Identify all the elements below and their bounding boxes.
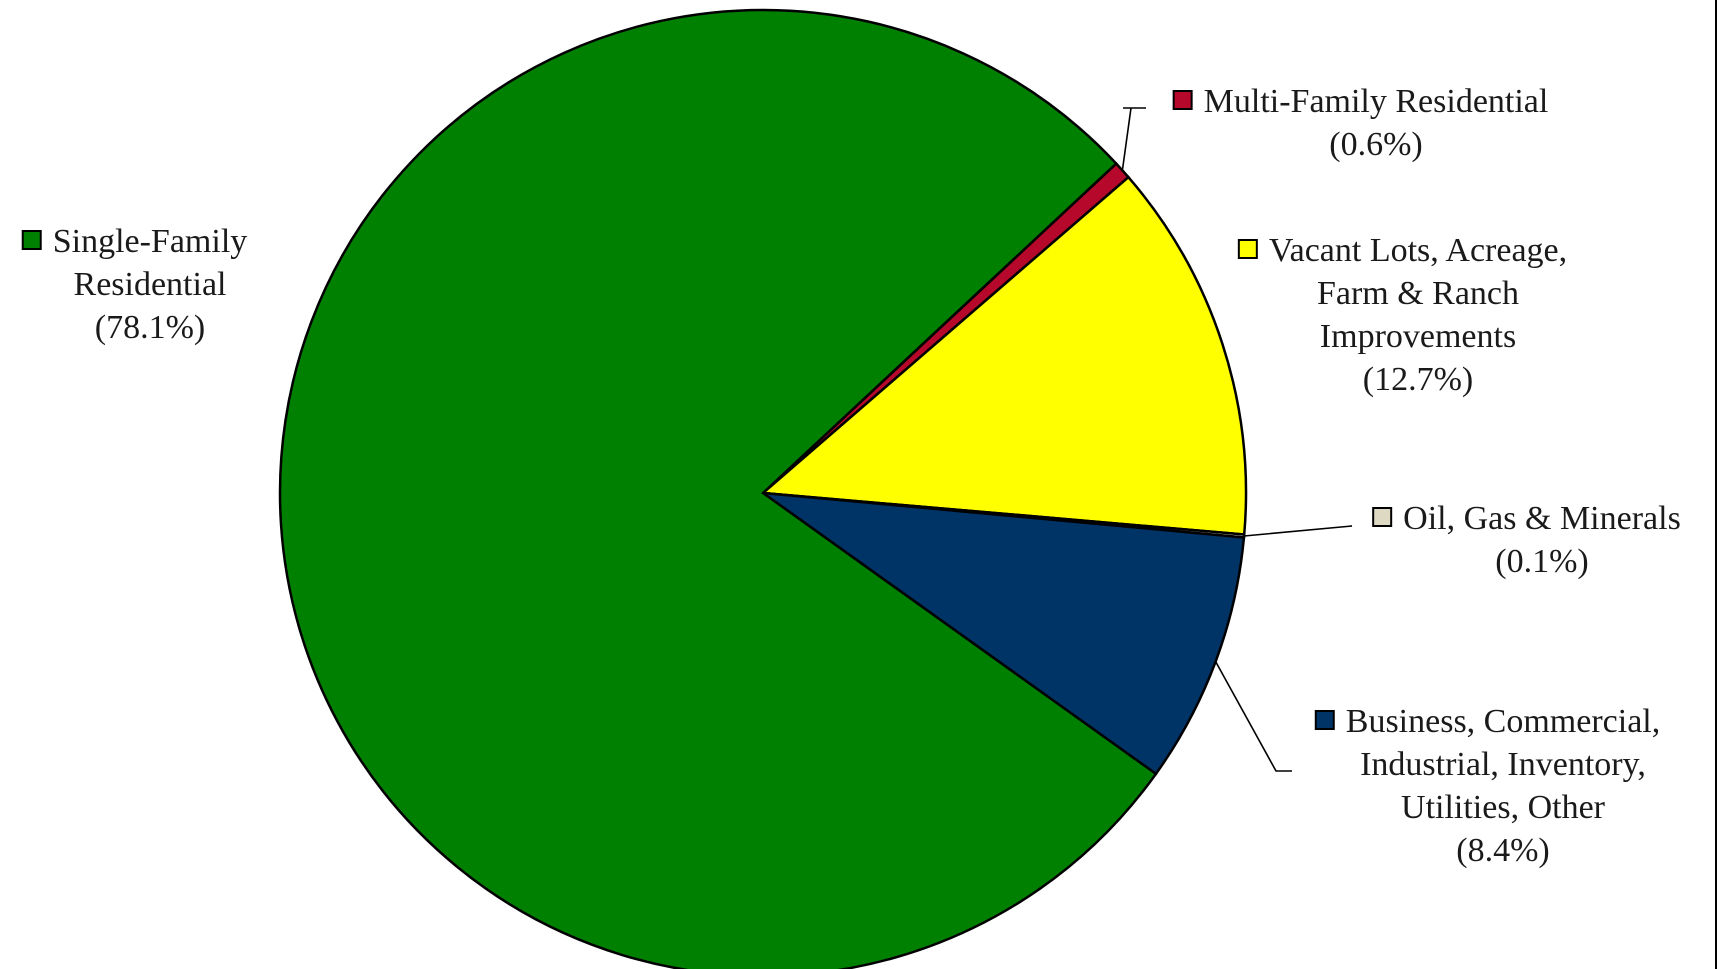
slice-name-label: Business, Commercial, [1346, 703, 1660, 740]
pie-slice-vacant-lots [759, 175, 1248, 536]
legend-swatch-single-family [21, 230, 42, 250]
pie-slices [278, 8, 1248, 969]
slice-labels: Multi-Family Residential (0.6%) Vacant Lot… [21, 83, 1681, 869]
slice-value-label: (0.1%) [1495, 543, 1588, 580]
slice-name-label: Multi-Family Residential [1204, 83, 1549, 120]
legend-swatch-vacant-lots [1237, 239, 1258, 259]
slice-name-label: Improvements [1320, 318, 1516, 355]
slice-name-label: Residential [74, 266, 227, 303]
leader-lines [1121, 107, 1353, 772]
slice-value-label: (12.7%) [1363, 361, 1473, 398]
slice-name-label: Utilities, Other [1401, 789, 1606, 826]
slice-name-label: Industrial, Inventory, [1360, 746, 1646, 783]
leader-line-multi-family [1121, 107, 1146, 171]
slice-label-vacant-lots: Vacant Lots, Acreage, Farm & Ranch Improve… [1237, 232, 1567, 398]
slice-value-label: (78.1%) [95, 309, 205, 346]
slice-name-label: Oil, Gas & Minerals [1403, 500, 1681, 537]
leader-line-oil-gas-minerals [1244, 525, 1353, 537]
legend-swatch-business-commercial [1314, 710, 1335, 730]
slice-label-single-family: Single-Family Residential (78.1%) [21, 223, 248, 346]
slice-value-label: (8.4%) [1456, 832, 1549, 869]
slice-label-oil-gas-minerals: Oil, Gas & Minerals (0.1%) [1372, 500, 1681, 580]
slice-name-label: Farm & Ranch [1317, 275, 1519, 312]
pie-slice-single-family [278, 8, 1158, 969]
leader-line-business-commercial [1214, 661, 1292, 772]
legend-swatch-oil-gas-minerals [1372, 507, 1393, 527]
slice-value-label: (0.6%) [1329, 126, 1422, 163]
slice-label-multi-family: Multi-Family Residential (0.6%) [1172, 83, 1549, 163]
slice-name-label: Single-Family [53, 223, 248, 260]
legend-swatch-multi-family [1172, 90, 1193, 110]
slice-label-business-commercial: Business, Commercial, Industrial, Invento… [1314, 703, 1660, 869]
slice-name-label: Vacant Lots, Acreage, [1269, 232, 1567, 269]
